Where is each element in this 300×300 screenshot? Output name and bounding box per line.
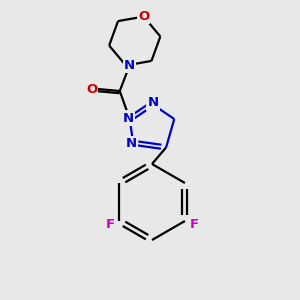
Text: F: F [189,218,199,230]
Text: N: N [124,58,135,71]
Text: N: N [123,112,134,124]
Text: O: O [138,10,149,23]
Text: F: F [106,218,115,230]
Text: N: N [147,97,159,110]
Text: N: N [125,137,137,150]
Text: O: O [86,82,98,95]
